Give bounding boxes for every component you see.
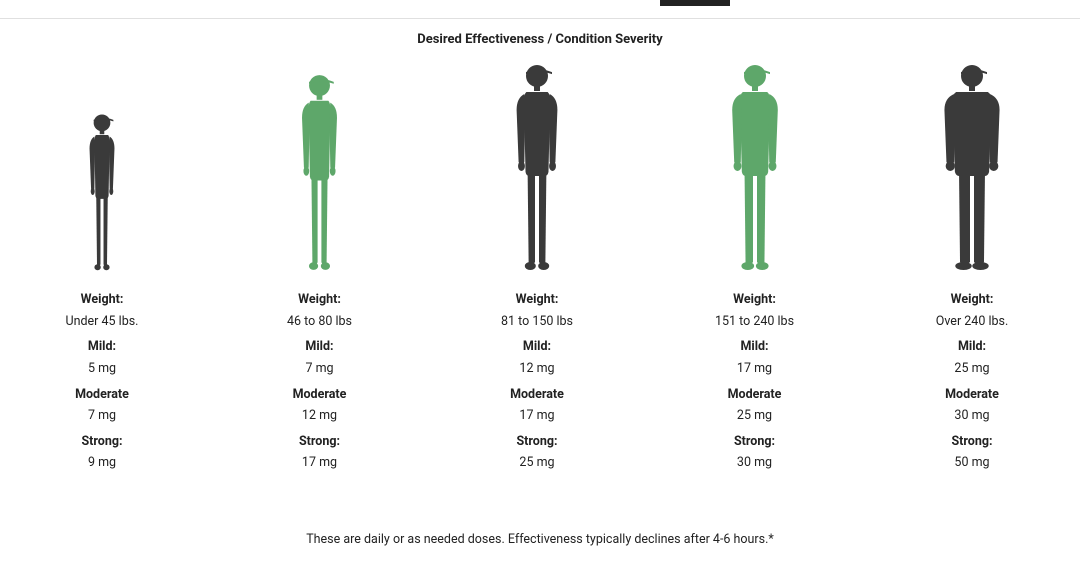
person-icon [272, 62, 367, 272]
dosage-meta: Weight: Under 45 lbs. Mild: 5 mg Moderat… [66, 292, 139, 471]
strong-value: 50 mg [936, 455, 1009, 471]
strong-value: 25 mg [501, 455, 573, 471]
mild-value: 5 mg [66, 361, 139, 377]
dosage-column: Weight: 151 to 240 lbs Mild: 17 mg Moder… [675, 62, 835, 471]
strong-label: Strong: [287, 434, 352, 450]
mild-value: 25 mg [936, 361, 1009, 377]
section-title: Desired Effectiveness / Condition Severi… [0, 32, 1080, 47]
strong-value: 9 mg [66, 455, 139, 471]
weight-value: 151 to 240 lbs [715, 314, 794, 330]
dosage-meta: Weight: 46 to 80 lbs Mild: 7 mg Moderate… [287, 292, 352, 471]
person-icon [922, 62, 1022, 272]
strong-label: Strong: [715, 434, 794, 450]
moderate-value: 17 mg [501, 408, 573, 424]
mild-value: 7 mg [287, 361, 352, 377]
weight-label: Weight: [287, 292, 352, 308]
dosage-column: Weight: Over 240 lbs. Mild: 25 mg Modera… [892, 62, 1052, 471]
moderate-value: 30 mg [936, 408, 1009, 424]
dosage-column: Weight: 81 to 150 lbs Mild: 12 mg Modera… [457, 62, 617, 471]
moderate-label: Moderate [501, 387, 573, 403]
weight-value: 81 to 150 lbs [501, 314, 573, 330]
dosage-column: Weight: 46 to 80 lbs Mild: 7 mg Moderate… [240, 62, 400, 471]
person-icon [487, 62, 587, 272]
mild-label: Mild: [715, 339, 794, 355]
strong-value: 30 mg [715, 455, 794, 471]
weight-value: Under 45 lbs. [66, 314, 139, 330]
weight-value: Over 240 lbs. [936, 314, 1009, 330]
mild-label: Mild: [287, 339, 352, 355]
mild-label: Mild: [936, 339, 1009, 355]
mild-value: 17 mg [715, 361, 794, 377]
mild-label: Mild: [501, 339, 573, 355]
strong-label: Strong: [501, 434, 573, 450]
moderate-label: Moderate [66, 387, 139, 403]
section-divider [0, 18, 1080, 19]
weight-label: Weight: [66, 292, 139, 308]
moderate-value: 25 mg [715, 408, 794, 424]
footnote: These are daily or as needed doses. Effe… [0, 532, 1080, 547]
weight-value: 46 to 80 lbs [287, 314, 352, 330]
strong-label: Strong: [66, 434, 139, 450]
dosage-column: Weight: Under 45 lbs. Mild: 5 mg Moderat… [22, 62, 182, 471]
person-icon [64, 62, 140, 272]
mild-value: 12 mg [501, 361, 573, 377]
dosage-meta: Weight: 151 to 240 lbs Mild: 17 mg Moder… [715, 292, 794, 471]
active-tab-marker [660, 0, 730, 6]
moderate-value: 7 mg [66, 408, 139, 424]
moderate-value: 12 mg [287, 408, 352, 424]
dosage-meta: Weight: 81 to 150 lbs Mild: 12 mg Modera… [501, 292, 573, 471]
dosage-meta: Weight: Over 240 lbs. Mild: 25 mg Modera… [936, 292, 1009, 471]
strong-label: Strong: [936, 434, 1009, 450]
moderate-label: Moderate [287, 387, 352, 403]
person-icon [705, 62, 805, 272]
moderate-label: Moderate [715, 387, 794, 403]
weight-label: Weight: [715, 292, 794, 308]
dosage-row: Weight: Under 45 lbs. Mild: 5 mg Moderat… [0, 62, 1080, 471]
strong-value: 17 mg [287, 455, 352, 471]
weight-label: Weight: [501, 292, 573, 308]
weight-label: Weight: [936, 292, 1009, 308]
mild-label: Mild: [66, 339, 139, 355]
moderate-label: Moderate [936, 387, 1009, 403]
